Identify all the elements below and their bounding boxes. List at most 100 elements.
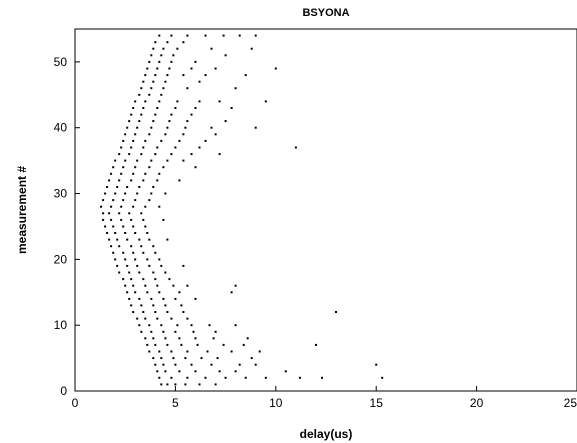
data-point: [152, 337, 155, 340]
data-point: [110, 205, 113, 208]
data-point: [148, 350, 151, 353]
data-point: [112, 251, 115, 254]
data-point: [166, 159, 169, 162]
data-point: [142, 146, 145, 149]
data-point: [120, 172, 123, 175]
data-point: [218, 100, 221, 103]
data-point: [110, 172, 113, 175]
data-point: [160, 324, 163, 327]
data-point: [258, 350, 261, 353]
x-tick-label: 0: [72, 396, 79, 410]
data-point: [140, 153, 143, 156]
data-point: [160, 93, 163, 96]
data-point: [146, 258, 149, 261]
data-point: [254, 126, 257, 129]
data-point: [138, 120, 141, 123]
data-point: [154, 153, 157, 156]
data-point: [158, 376, 161, 379]
data-point: [162, 330, 165, 333]
data-point: [224, 376, 227, 379]
data-point: [128, 212, 131, 215]
data-point: [176, 47, 179, 50]
data-point: [102, 218, 105, 221]
data-point: [132, 172, 135, 175]
data-point: [100, 205, 103, 208]
data-point: [150, 87, 153, 90]
data-point: [176, 100, 179, 103]
data-point: [234, 324, 237, 327]
x-axis-label: delay(us): [300, 427, 353, 441]
data-point: [172, 357, 175, 360]
data-point: [178, 179, 181, 182]
data-point: [152, 80, 155, 83]
data-point: [102, 212, 105, 215]
data-point: [124, 258, 127, 261]
data-point: [214, 383, 217, 386]
x-tick-label: 25: [564, 396, 577, 410]
data-point: [104, 225, 107, 228]
data-point: [116, 238, 119, 241]
data-point: [196, 343, 199, 346]
data-point: [134, 166, 137, 169]
data-point: [116, 264, 119, 267]
data-point: [120, 218, 123, 221]
data-point: [210, 126, 213, 129]
data-point: [144, 100, 147, 103]
data-point: [132, 251, 135, 254]
data-point: [148, 199, 151, 202]
data-point: [166, 343, 169, 346]
data-point: [132, 205, 135, 208]
data-point: [106, 186, 109, 188]
plot-frame: [74, 28, 577, 392]
data-point: [128, 297, 131, 300]
data-point: [176, 324, 179, 327]
data-point: [168, 278, 171, 281]
data-point: [214, 133, 217, 136]
y-tick-label: 50: [54, 55, 68, 69]
data-point: [170, 350, 173, 353]
data-point: [144, 172, 147, 175]
y-tick-label: 0: [60, 384, 67, 398]
data-point: [158, 258, 161, 261]
data-point: [158, 172, 161, 175]
data-point: [130, 245, 133, 248]
data-point: [142, 218, 145, 221]
data-point: [166, 311, 169, 313]
data-point: [126, 238, 129, 241]
data-point: [254, 363, 257, 366]
data-point: [180, 343, 183, 346]
data-point: [122, 139, 125, 142]
data-point: [130, 179, 133, 182]
data-point: [108, 238, 111, 241]
data-point: [166, 126, 169, 129]
data-point: [164, 192, 167, 195]
data-point: [134, 232, 137, 234]
data-point: [178, 139, 181, 142]
data-point: [144, 317, 147, 320]
data-point: [142, 278, 145, 281]
data-point: [158, 60, 161, 63]
x-tick-label: 5: [172, 396, 179, 410]
data-point: [174, 363, 177, 366]
data-point: [158, 205, 161, 208]
data-point: [250, 47, 253, 50]
data-point: [140, 113, 143, 116]
data-point: [152, 120, 155, 123]
data-point: [174, 146, 177, 149]
data-point: [170, 153, 173, 156]
data-point: [190, 113, 193, 116]
data-point: [254, 34, 257, 37]
data-point: [200, 357, 203, 360]
data-point: [198, 80, 201, 83]
data-point: [214, 330, 217, 333]
data-point: [130, 146, 133, 149]
data-point: [166, 383, 169, 386]
data-point: [315, 343, 317, 346]
data-point: [156, 317, 159, 320]
data-point: [174, 107, 177, 109]
data-point: [116, 186, 119, 188]
data-point: [154, 311, 157, 313]
data-point: [168, 67, 171, 70]
data-point: [246, 337, 249, 340]
data-point: [128, 271, 131, 274]
